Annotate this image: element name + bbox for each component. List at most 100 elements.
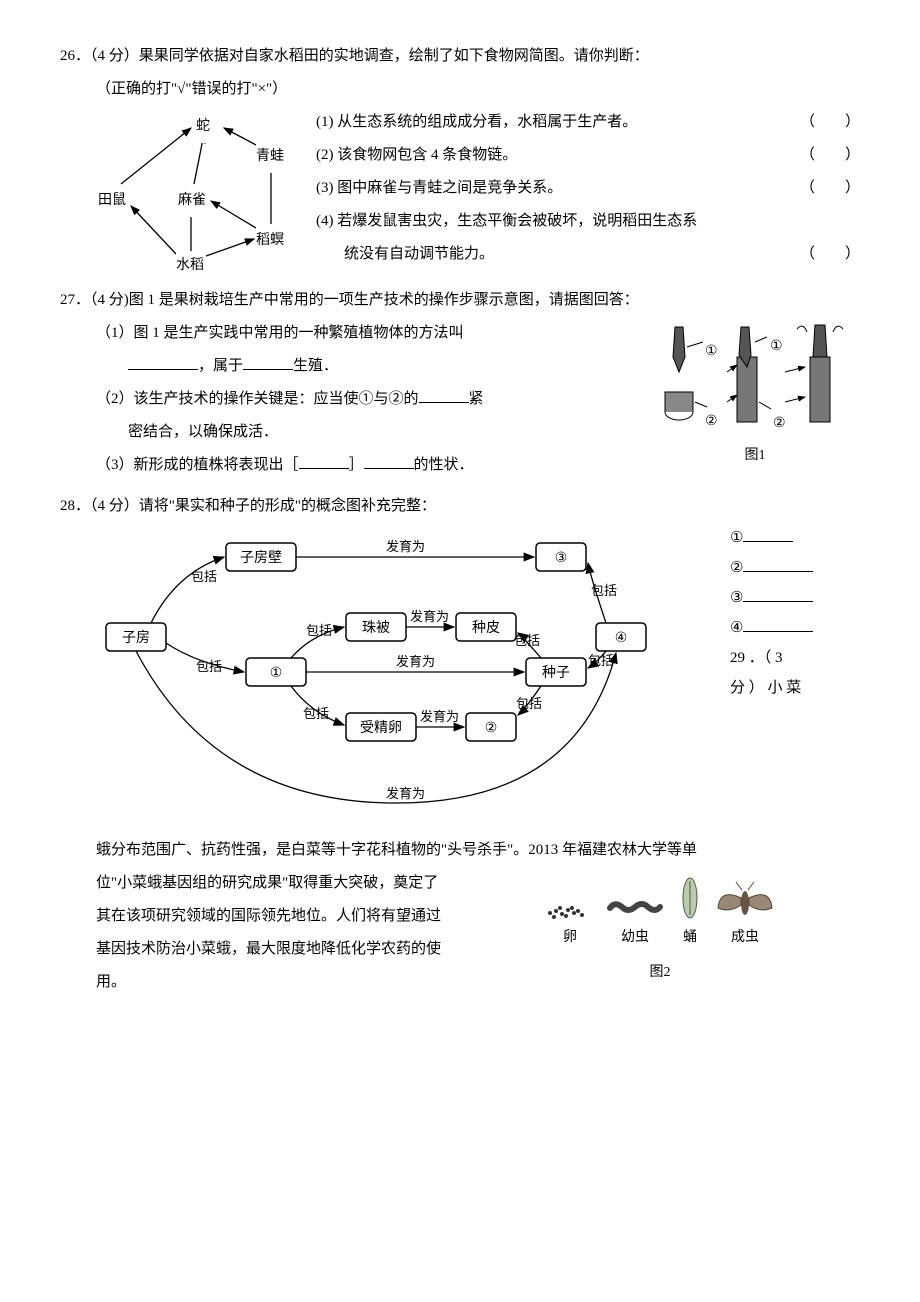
q27-right: ① ② ① ② 图1 xyxy=(650,317,860,482)
q28-body: 子房 子房壁 ① 珠被 种皮 受精卵 ② 种子 ③ ④ xyxy=(60,523,860,826)
q27-s3: （3）新形成的植株将表现出［］的性状． xyxy=(96,449,636,482)
answer-paren[interactable]: （ ） xyxy=(788,139,860,172)
cm-edge-baokuo-3: 包括 xyxy=(306,623,332,638)
cm-circle4: ④ xyxy=(615,631,628,646)
q26-sub-list: (1) 从生态系统的组成成分看，水稻属于生产者。（ ） (2) 该食物网包含 4… xyxy=(316,106,860,271)
cm-zifangbi: 子房壁 xyxy=(240,550,282,566)
q28-stem: 请将"果实和种子的形成"的概念图补充完整： xyxy=(139,498,436,514)
node-shuidao: 水稻 xyxy=(176,251,204,282)
concept-map: 子房 子房壁 ① 珠被 种皮 受精卵 ② 种子 ③ ④ xyxy=(96,523,720,826)
q26-layout: 水稻 田鼠 麻雀 稻螟 青蛙 蛇 (1) 从生态系统的组成成分看，水稻属于生产者… xyxy=(60,106,860,276)
concept-map-svg: 子房 子房壁 ① 珠被 种皮 受精卵 ② 种子 ③ ④ xyxy=(96,523,656,813)
blank-input[interactable] xyxy=(743,616,813,632)
q27-stem: 图 1 是果树栽培生产中常用的一项生产技术的操作步骤示意图，请据图回答： xyxy=(129,292,639,308)
node-daohuang: 稻螟 xyxy=(256,226,284,257)
q26-sub-4b: 统没有自动调节能力。（ ） xyxy=(316,238,860,271)
q27-left: （1）图 1 是生产实践中常用的一种繁殖植物体的方法叫 ，属于生殖． （2）该生… xyxy=(96,317,636,482)
blank-input[interactable] xyxy=(743,526,793,542)
cm-edge-baokuo-4: 包括 xyxy=(303,706,329,721)
cm-edge-baokuo-1: 包括 xyxy=(191,569,217,584)
grafting-diagram xyxy=(655,317,855,437)
q28-answer-blanks: ① ② ③ ④ 29 ．（ 3 分 ） 小 菜 xyxy=(730,523,860,703)
egg-icon xyxy=(540,883,600,923)
question-28: 28．（4 分）请将"果实和种子的形成"的概念图补充完整： 子房 子房壁 ① 珠… xyxy=(60,490,860,826)
q28-points: （4 分） xyxy=(90,498,139,514)
cm-edge-baokuo-6: 包括 xyxy=(516,696,542,711)
blank-input[interactable] xyxy=(364,453,414,469)
blank-input[interactable] xyxy=(743,586,813,602)
pupa-icon xyxy=(670,873,710,923)
q27-s1-line1: （1）图 1 是生产实践中常用的一种繁殖植物体的方法叫 xyxy=(96,317,636,350)
cm-edge-baokuo-7: 包括 xyxy=(591,583,617,598)
cm-circle3: ③ xyxy=(555,551,568,566)
q29-number-inline: 29 ．（ 3 xyxy=(730,643,860,673)
answer-paren[interactable]: （ ） xyxy=(788,106,860,139)
cm-edge-fayu-1: 发育为 xyxy=(386,539,425,554)
cm-circle2: ② xyxy=(485,721,498,736)
node-maque: 麻雀 xyxy=(178,186,206,217)
q26-sub-4a: (4) 若爆发鼠害虫灾，生态平衡会被破坏，说明稻田生态系 xyxy=(316,205,860,238)
question-26: 26．（4 分）果果同学依据对自家水稻田的实地调查，绘制了如下食物网简图。请你判… xyxy=(60,40,860,276)
cm-edge-baokuo-8: 包括 xyxy=(588,653,614,668)
cm-zhongpi: 种皮 xyxy=(472,620,500,636)
figure-1-label: 图1 xyxy=(745,441,766,472)
blank-input[interactable] xyxy=(299,453,349,469)
stage-luan: 卵 xyxy=(540,883,600,954)
moth-icon xyxy=(710,878,780,923)
q29-lifecycle: 卵 幼虫 蛹 xyxy=(460,867,860,999)
q29-points2-inline: 分 ） 小 菜 xyxy=(730,673,860,703)
q28-blank-1: ① xyxy=(730,523,860,553)
blank-input[interactable] xyxy=(419,387,469,403)
q28-blank-4: ④ xyxy=(730,613,860,643)
cm-circle1: ① xyxy=(270,666,283,681)
cm-zifang: 子房 xyxy=(122,630,150,646)
q27-number: 27． xyxy=(60,292,90,308)
blank-input[interactable] xyxy=(743,556,813,572)
cm-edge-fayu-2: 发育为 xyxy=(396,654,435,669)
graft-label-2b: ② xyxy=(773,409,786,440)
q29-wrap: 位"小菜蛾基因组的研究成果"取得重大突破，奠定了 其在该项研究领域的国际领先地位… xyxy=(96,867,860,999)
graft-label-2: ② xyxy=(705,407,718,438)
q29-line3: 其在该项研究领域的国际领先地位。人们将有望通过 xyxy=(96,900,450,933)
q27-head: 27．（4 分)图 1 是果树栽培生产中常用的一项生产技术的操作步骤示意图，请据… xyxy=(60,284,860,317)
q26-sub-2: (2) 该食物网包含 4 条食物链。（ ） xyxy=(316,139,860,172)
lifecycle-images: 卵 幼虫 蛹 xyxy=(540,873,780,954)
node-she: 蛇 xyxy=(196,112,210,143)
q29-line4: 基因技术防治小菜蛾，最大限度地降低化学农药的使 xyxy=(96,933,450,966)
cm-edge-baokuo-5: 包括 xyxy=(514,633,540,648)
q27-s2-line2: 密结合，以确保成活． xyxy=(96,416,636,449)
q29-line1: 蛾分布范围广、抗药性强，是白菜等十字花科植物的"头号杀手"。2013 年福建农林… xyxy=(96,834,860,867)
q29-line5: 用。 xyxy=(96,966,450,999)
q28-blank-2: ② xyxy=(730,553,860,583)
answer-paren[interactable]: （ ） xyxy=(788,172,860,205)
q28-head: 28．（4 分）请将"果实和种子的形成"的概念图补充完整： xyxy=(60,490,860,523)
cm-shoujingluan: 受精卵 xyxy=(360,720,402,736)
q26-points: （4 分） xyxy=(90,48,139,64)
blank-input[interactable] xyxy=(243,354,293,370)
node-tianshu: 田鼠 xyxy=(98,186,126,217)
question-27: 27．（4 分)图 1 是果树栽培生产中常用的一项生产技术的操作步骤示意图，请据… xyxy=(60,284,860,482)
cm-edge-fayu-5: 发育为 xyxy=(386,786,425,801)
cm-edge-fayu-4: 发育为 xyxy=(420,709,459,724)
cm-zhubei: 珠被 xyxy=(362,620,390,636)
q27-points: （4 分) xyxy=(90,292,129,308)
stage-youchong: 幼虫 xyxy=(600,883,670,954)
graft-label-1: ① xyxy=(705,337,718,368)
q28-blank-3: ③ xyxy=(730,583,860,613)
q26-head: 26．（4 分）果果同学依据对自家水稻田的实地调查，绘制了如下食物网简图。请你判… xyxy=(60,40,860,73)
q26-stem: 果果同学依据对自家水稻田的实地调查，绘制了如下食物网简图。请你判断： xyxy=(139,48,649,64)
q26-sub-1: (1) 从生态系统的组成成分看，水稻属于生产者。（ ） xyxy=(316,106,860,139)
answer-paren[interactable]: （ ） xyxy=(788,238,860,271)
blank-input[interactable] xyxy=(128,354,198,370)
q26-number: 26． xyxy=(60,48,90,64)
cm-zhongzi: 种子 xyxy=(542,665,570,681)
q28-number: 28． xyxy=(60,498,90,514)
q27-body: （1）图 1 是生产实践中常用的一种繁殖植物体的方法叫 ，属于生殖． （2）该生… xyxy=(60,317,860,482)
q27-s1-line2: ，属于生殖． xyxy=(96,350,636,383)
stage-chengchong: 成虫 xyxy=(710,878,780,954)
node-qingwa: 青蛙 xyxy=(256,142,284,173)
q27-s2-line1: （2）该生产技术的操作关键是：应当使①与②的紧 xyxy=(96,383,636,416)
larva-icon xyxy=(600,883,670,923)
q26-sub-3: (3) 图中麻雀与青蛙之间是竞争关系。（ ） xyxy=(316,172,860,205)
stage-yong: 蛹 xyxy=(670,873,710,954)
